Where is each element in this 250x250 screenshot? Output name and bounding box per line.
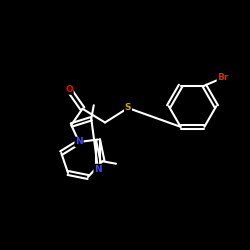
Text: S: S bbox=[125, 104, 131, 112]
Text: N: N bbox=[94, 164, 102, 173]
Text: O: O bbox=[65, 85, 73, 94]
Text: Br: Br bbox=[218, 73, 229, 82]
Text: N: N bbox=[75, 138, 83, 146]
